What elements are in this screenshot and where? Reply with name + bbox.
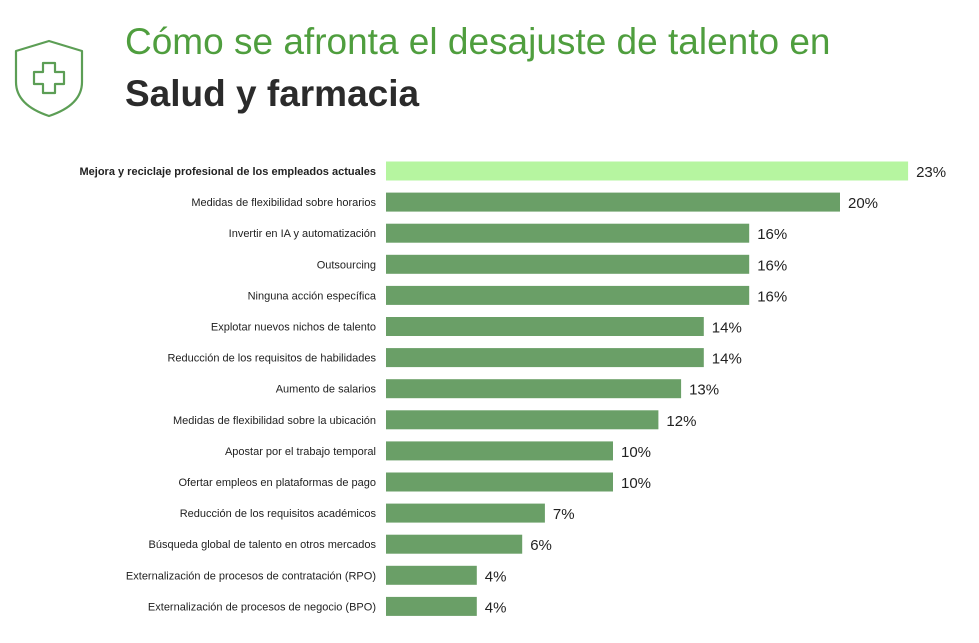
bar <box>386 410 659 430</box>
category-label: Aumento de salarios <box>276 384 377 396</box>
value-label: 4% <box>485 568 507 585</box>
value-label: 16% <box>757 257 787 274</box>
category-label: Externalización de procesos de contratac… <box>126 570 376 582</box>
category-label: Ninguna acción específica <box>248 290 377 302</box>
bar <box>386 254 750 274</box>
value-label: 7% <box>553 506 575 523</box>
category-label: Ofertar empleos en plataformas de pago <box>178 477 376 489</box>
category-label: Invertir en IA y automatización <box>229 228 376 240</box>
category-label: Búsqueda global de talento en otros merc… <box>149 539 377 551</box>
bar <box>386 379 682 399</box>
category-label: Explotar nuevos nichos de talento <box>211 322 376 334</box>
bar <box>386 223 750 243</box>
value-label: 10% <box>621 475 651 492</box>
value-label: 4% <box>485 599 507 616</box>
page-title-line2: Salud y farmacia <box>125 73 420 114</box>
value-label: 23% <box>916 164 946 181</box>
category-label: Reducción de los requisitos académicos <box>180 508 377 520</box>
category-label: Externalización de procesos de negocio (… <box>148 601 376 613</box>
page-title-line1: Cómo se afronta el desajuste de talento … <box>125 21 831 62</box>
value-label: 14% <box>712 320 742 337</box>
bar <box>386 503 545 523</box>
bar <box>386 596 477 616</box>
bar <box>386 161 909 181</box>
bar <box>386 285 750 305</box>
category-label: Medidas de flexibilidad sobre horarios <box>191 197 376 209</box>
value-label: 16% <box>757 226 787 243</box>
bar <box>386 565 477 585</box>
value-label: 13% <box>689 382 719 399</box>
bar <box>386 348 704 368</box>
bar <box>386 441 613 461</box>
bar <box>386 317 704 336</box>
category-label: Apostar por el trabajo temporal <box>225 446 376 458</box>
category-label: Medidas de flexibilidad sobre la ubicaci… <box>173 415 376 427</box>
value-label: 14% <box>712 351 742 368</box>
category-label: Reducción de los requisitos de habilidad… <box>167 353 376 365</box>
bar <box>386 534 523 554</box>
bar <box>386 192 840 212</box>
medical-cross-shield-icon <box>14 39 84 118</box>
value-label: 12% <box>666 413 696 430</box>
value-label: 10% <box>621 444 651 461</box>
category-label: Mejora y reciclaje profesional de los em… <box>79 166 376 178</box>
value-label: 20% <box>848 195 878 212</box>
value-label: 16% <box>757 288 787 305</box>
category-label: Outsourcing <box>317 259 376 271</box>
value-label: 6% <box>530 537 552 554</box>
bar <box>386 472 613 492</box>
